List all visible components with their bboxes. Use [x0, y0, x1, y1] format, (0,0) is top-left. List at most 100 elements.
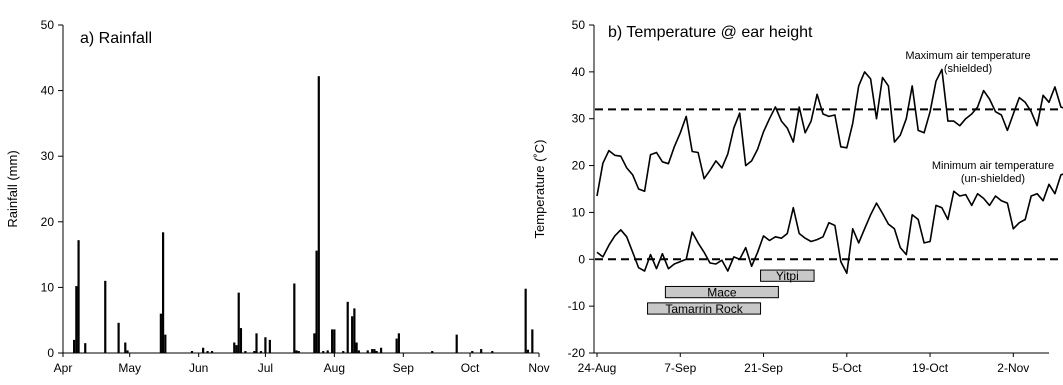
phase-bar — [760, 269, 815, 282]
rainfall-bar — [237, 292, 240, 353]
rainfall-bar — [239, 328, 243, 353]
rainfall-bar — [161, 232, 165, 353]
rainfall-bar — [206, 351, 209, 353]
rainfall-bar — [73, 339, 76, 353]
rainfall-bar — [259, 351, 263, 353]
temperature-y-ticks: -20 -10 0 10 20 30 40 50 — [568, 18, 594, 360]
rainfall-bar — [471, 351, 474, 353]
rainfall-y-tick-label: 40 — [41, 84, 55, 98]
rainfall-bar — [295, 350, 298, 353]
rainfall-x-tick-label: Nov — [528, 361, 549, 375]
rainfall-bar — [375, 351, 378, 353]
phase-bar-label: Tamarrin Rock — [665, 302, 743, 316]
rainfall-x-tick-label: Sep — [393, 361, 415, 375]
rainfall-bar — [455, 334, 458, 353]
rainfall-y-ticks: 0 10 20 30 40 50 — [41, 18, 63, 360]
rainfall-x-tick-label: Jun — [189, 361, 208, 375]
rainfall-bar — [164, 334, 167, 353]
rainfall-y-tick-label: 30 — [41, 149, 55, 163]
rainfall-bar — [77, 240, 80, 353]
rainfall-bar — [326, 350, 329, 353]
rainfall-x-tick-label: Aug — [324, 361, 345, 375]
rainfall-bar — [255, 333, 258, 353]
rainfall-bar — [346, 301, 349, 353]
min-temp-label-line2: (un-shielded) — [961, 173, 1025, 185]
rainfall-bar — [293, 283, 296, 353]
min-temp-line — [596, 173, 1063, 275]
rainfall-bar — [75, 286, 78, 353]
rainfall-bar — [124, 342, 127, 353]
temperature-x-tick-label: 2-Nov — [997, 361, 1029, 375]
rainfall-chart-title: a) Rainfall — [80, 30, 152, 47]
rainfall-bar — [235, 345, 238, 353]
rainfall-bar — [526, 349, 529, 353]
rainfall-bar — [126, 350, 129, 353]
rainfall-bar — [353, 308, 356, 353]
temperature-x-ticks: 24-Aug 7-Sep 21-Sep 5-Oct 19-Oct 2-Nov — [578, 353, 1029, 375]
rainfall-y-tick-label: 0 — [47, 346, 54, 360]
rainfall-x-tick-label: Oct — [461, 361, 480, 375]
rainfall-bar — [268, 339, 271, 353]
rainfall-bar — [531, 329, 534, 353]
temperature-x-tick-label: 24-Aug — [578, 361, 617, 375]
temperature-y-tick-label: 10 — [572, 205, 586, 219]
phase-bar-label: Yitpi — [776, 269, 799, 283]
rainfall-x-tick-label: Jul — [258, 361, 273, 375]
temperature-y-axis-label: Temperature (˚C) — [532, 140, 547, 239]
rainfall-bar — [317, 76, 320, 353]
max-temp-line — [596, 68, 1063, 197]
rainfall-bar — [315, 250, 318, 353]
rainfall-y-tick-label: 10 — [41, 280, 55, 294]
rainfall-chart: a) Rainfall Rainfall (mm) 0 10 20 30 40 50 Ap… — [5, 18, 550, 375]
temperature-x-tick-label: 7-Sep — [664, 361, 696, 375]
rainfall-bar — [331, 329, 334, 353]
rainfall-bar — [351, 316, 354, 353]
rainfall-bar — [480, 349, 483, 353]
max-temp-label-line1: Maximum air temperature — [905, 50, 1030, 62]
rainfall-bar — [297, 351, 300, 353]
rainfall-bar — [244, 351, 247, 353]
rainfall-bar — [371, 349, 374, 353]
temperature-x-tick-label: 19-Oct — [912, 361, 949, 375]
rainfall-bar — [379, 347, 383, 353]
rainfall-bar — [395, 338, 398, 353]
rainfall-bar — [373, 349, 376, 353]
rainfall-bar — [342, 351, 345, 353]
temperature-y-tick-label: -10 — [568, 299, 586, 313]
temperature-y-tick-label: 0 — [578, 252, 585, 266]
rainfall-bar — [159, 313, 162, 353]
rainfall-bar — [333, 329, 336, 353]
temperature-series — [596, 68, 1063, 275]
temperature-y-tick-label: 40 — [572, 65, 586, 79]
rainfall-bar — [355, 342, 358, 353]
rainfall-x-tick-label: May — [118, 361, 141, 375]
rainfall-y-tick-label: 50 — [41, 18, 55, 32]
rainfall-bar — [84, 343, 87, 353]
temperature-y-tick-label: -20 — [568, 346, 586, 360]
phase-bars: Yitpi Mace Tamarrin Rock — [647, 269, 815, 316]
min-temp-label-line1: Minimum air temperature — [932, 160, 1054, 172]
rainfall-bar — [313, 333, 316, 353]
rainfall-bar — [366, 350, 369, 353]
phase-bar — [664, 285, 779, 299]
rainfall-bar — [233, 342, 236, 353]
rainfall-x-ticks: Apr May Jun Jul Aug Sep Oct Nov — [54, 353, 550, 375]
rainfall-bar — [322, 351, 325, 353]
temperature-chart: b) Temperature @ ear height Temperature … — [532, 18, 1063, 375]
temperature-y-tick-label: 30 — [572, 112, 586, 126]
temperature-x-tick-label: 5-Oct — [832, 361, 862, 375]
rainfall-bar — [524, 288, 527, 353]
rainfall-bar — [431, 351, 434, 353]
rainfall-bar — [117, 322, 120, 353]
rainfall-bar — [491, 351, 494, 353]
rainfall-bar — [202, 347, 205, 353]
phase-bar — [647, 302, 762, 315]
rainfall-bar — [253, 351, 256, 353]
max-temp-label-line2: (shielded) — [944, 63, 992, 75]
rainfall-y-tick-label: 20 — [41, 215, 55, 229]
rainfall-bar — [190, 351, 194, 353]
rainfall-bar — [104, 280, 107, 353]
phase-bar-label: Mace — [707, 286, 737, 300]
